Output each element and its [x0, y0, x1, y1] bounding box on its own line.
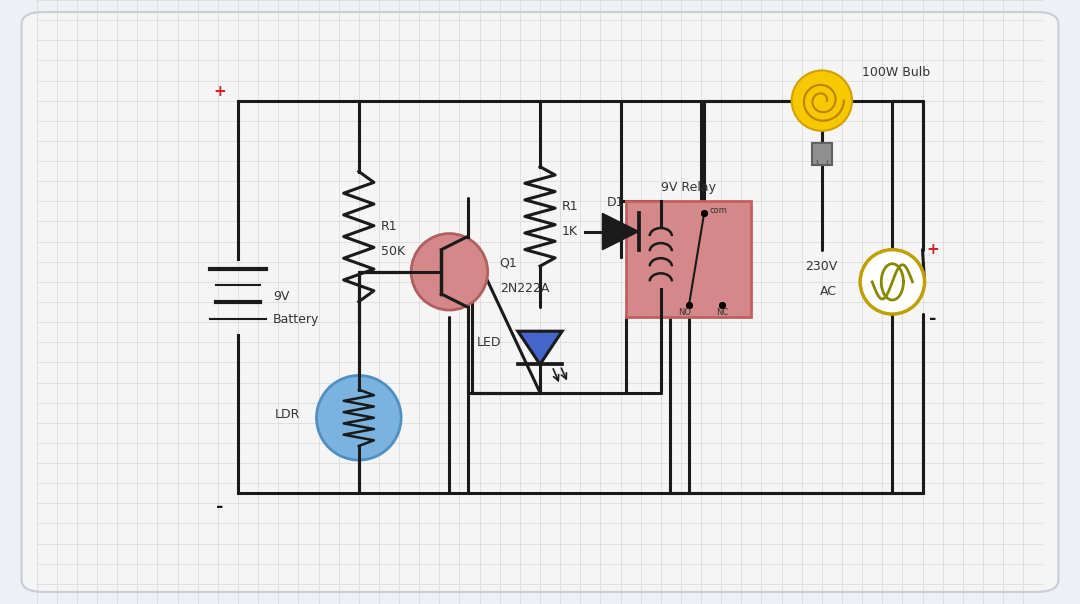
Text: Battery: Battery — [273, 313, 320, 326]
Text: 9V Relay: 9V Relay — [661, 181, 716, 194]
Text: Q1: Q1 — [500, 257, 517, 270]
Bar — [812, 143, 832, 165]
Text: -: - — [929, 310, 936, 328]
Text: 50K: 50K — [381, 245, 405, 258]
Text: LED: LED — [477, 336, 502, 349]
Text: +: + — [927, 242, 939, 257]
Text: R1: R1 — [381, 220, 397, 233]
Text: R1: R1 — [563, 200, 579, 213]
Polygon shape — [517, 331, 563, 364]
Text: LDR: LDR — [275, 408, 300, 421]
Text: D1: D1 — [607, 196, 624, 210]
Text: NC: NC — [716, 308, 728, 317]
Text: AC: AC — [820, 286, 837, 298]
Text: NO: NO — [678, 308, 691, 317]
Text: 2N222A: 2N222A — [500, 282, 549, 295]
Text: +: + — [214, 83, 226, 98]
Circle shape — [316, 376, 401, 460]
Circle shape — [411, 234, 488, 310]
Text: 9V: 9V — [273, 291, 289, 303]
Polygon shape — [603, 213, 638, 249]
Text: 100W Bulb: 100W Bulb — [862, 65, 930, 79]
Circle shape — [860, 249, 924, 314]
Text: -: - — [216, 498, 224, 516]
Circle shape — [792, 71, 852, 131]
Text: com: com — [710, 207, 727, 216]
Text: 1K: 1K — [563, 225, 578, 238]
FancyBboxPatch shape — [625, 201, 752, 317]
Text: 230V: 230V — [805, 260, 837, 273]
